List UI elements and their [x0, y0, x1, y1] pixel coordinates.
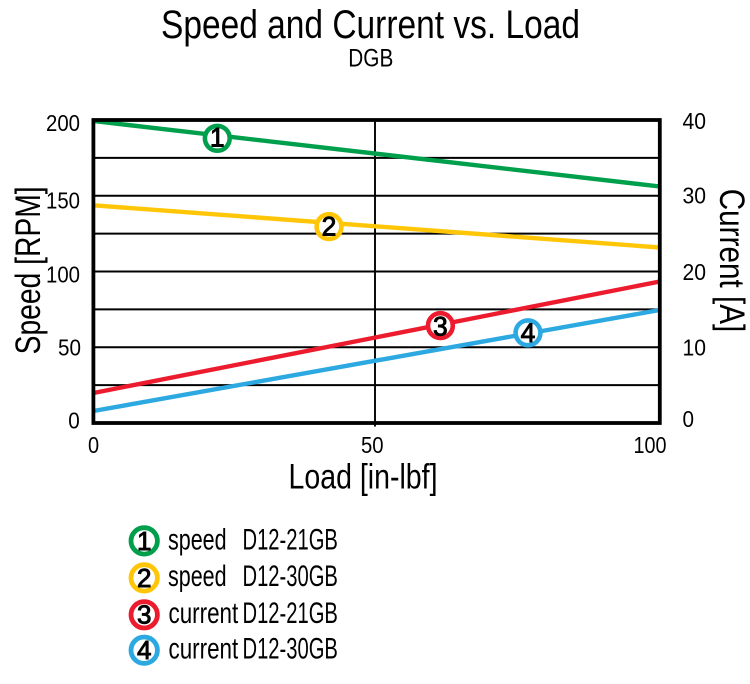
- svg-text:DGB: DGB: [348, 44, 393, 72]
- svg-text:0: 0: [88, 432, 99, 458]
- svg-text:1: 1: [210, 123, 225, 153]
- svg-text:Speed and Current vs. Load: Speed and Current vs. Load: [161, 3, 580, 47]
- svg-text:100: 100: [634, 432, 667, 458]
- svg-text:D12-30GB: D12-30GB: [243, 633, 338, 666]
- svg-text:Speed [RPM]: Speed [RPM]: [8, 186, 48, 354]
- svg-text:200: 200: [46, 110, 80, 136]
- svg-text:10: 10: [683, 334, 707, 360]
- svg-text:D12-30GB: D12-30GB: [243, 560, 338, 593]
- svg-text:speed: speed: [168, 560, 227, 593]
- svg-text:150: 150: [46, 188, 80, 214]
- svg-text:50: 50: [58, 335, 81, 361]
- svg-text:D12-21GB: D12-21GB: [243, 597, 338, 630]
- svg-text:D12-21GB: D12-21GB: [243, 523, 338, 556]
- svg-text:100: 100: [46, 261, 80, 287]
- svg-text:speed: speed: [168, 523, 227, 556]
- svg-text:Current [A]: Current [A]: [712, 189, 750, 333]
- svg-text:40: 40: [683, 108, 707, 134]
- svg-text:2: 2: [322, 212, 337, 242]
- svg-text:2: 2: [137, 563, 151, 593]
- svg-text:current: current: [169, 633, 239, 666]
- svg-text:3: 3: [433, 311, 448, 341]
- svg-text:0: 0: [683, 406, 695, 432]
- svg-text:3: 3: [137, 600, 151, 630]
- svg-text:current: current: [169, 597, 239, 630]
- svg-text:Load [in-lbf]: Load [in-lbf]: [289, 457, 438, 496]
- svg-text:0: 0: [68, 408, 80, 434]
- svg-text:1: 1: [137, 526, 151, 556]
- svg-text:20: 20: [683, 259, 707, 285]
- svg-text:50: 50: [361, 432, 384, 458]
- svg-text:4: 4: [521, 318, 536, 348]
- svg-text:30: 30: [683, 182, 707, 208]
- svg-text:4: 4: [137, 635, 151, 665]
